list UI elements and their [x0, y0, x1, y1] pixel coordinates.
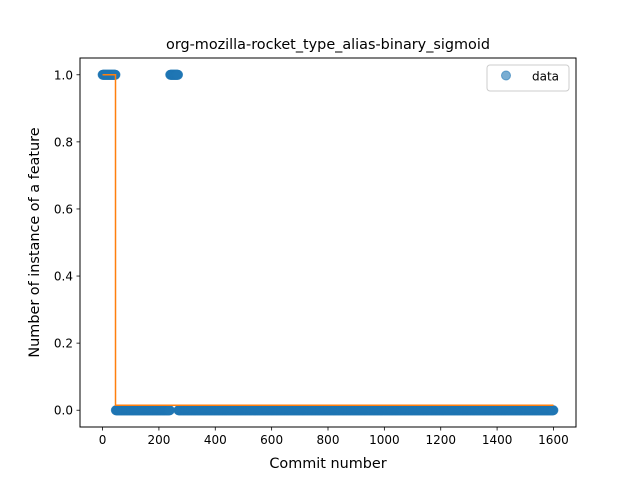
- x-axis-label: Commit number: [269, 456, 386, 472]
- y-tick-label: 0.0: [54, 404, 73, 418]
- data-point: [173, 69, 184, 80]
- x-tick-label: 200: [147, 433, 170, 447]
- x-axis: 0 200 400 600 800 1000 1200 1400 1600: [99, 427, 569, 447]
- x-tick-label: 1200: [425, 433, 456, 447]
- y-tick-label: 1.0: [54, 68, 73, 82]
- legend-marker-data: [501, 70, 511, 81]
- plot-marks: [97, 69, 559, 416]
- x-tick-label: 1000: [369, 433, 400, 447]
- y-axis-label: Number of instance of a feature: [27, 127, 43, 357]
- y-tick-label: 0.8: [54, 135, 73, 149]
- chart-title: org-mozilla-rocket_type_alias-binary_sig…: [166, 37, 490, 53]
- step-fit-line: [102, 74, 554, 406]
- y-tick-label: 0.6: [54, 202, 73, 216]
- x-tick-label: 1400: [482, 433, 513, 447]
- x-tick-label: 400: [204, 433, 227, 447]
- data-point: [548, 405, 559, 416]
- scatter-series-data: [97, 69, 559, 416]
- plot-frame: [79, 57, 577, 428]
- x-tick-label: 800: [317, 433, 340, 447]
- x-tick-label: 1600: [538, 433, 569, 447]
- y-tick-label: 0.4: [54, 270, 73, 284]
- x-tick-label: 600: [260, 433, 283, 447]
- legend: data: [486, 64, 570, 92]
- legend-label-data: data: [532, 70, 559, 84]
- y-axis: 0.0 0.2 0.4 0.6 0.8 1.0: [54, 68, 80, 418]
- y-tick-label: 0.2: [54, 337, 73, 351]
- data-point: [164, 405, 175, 416]
- x-tick-label: 0: [99, 433, 107, 447]
